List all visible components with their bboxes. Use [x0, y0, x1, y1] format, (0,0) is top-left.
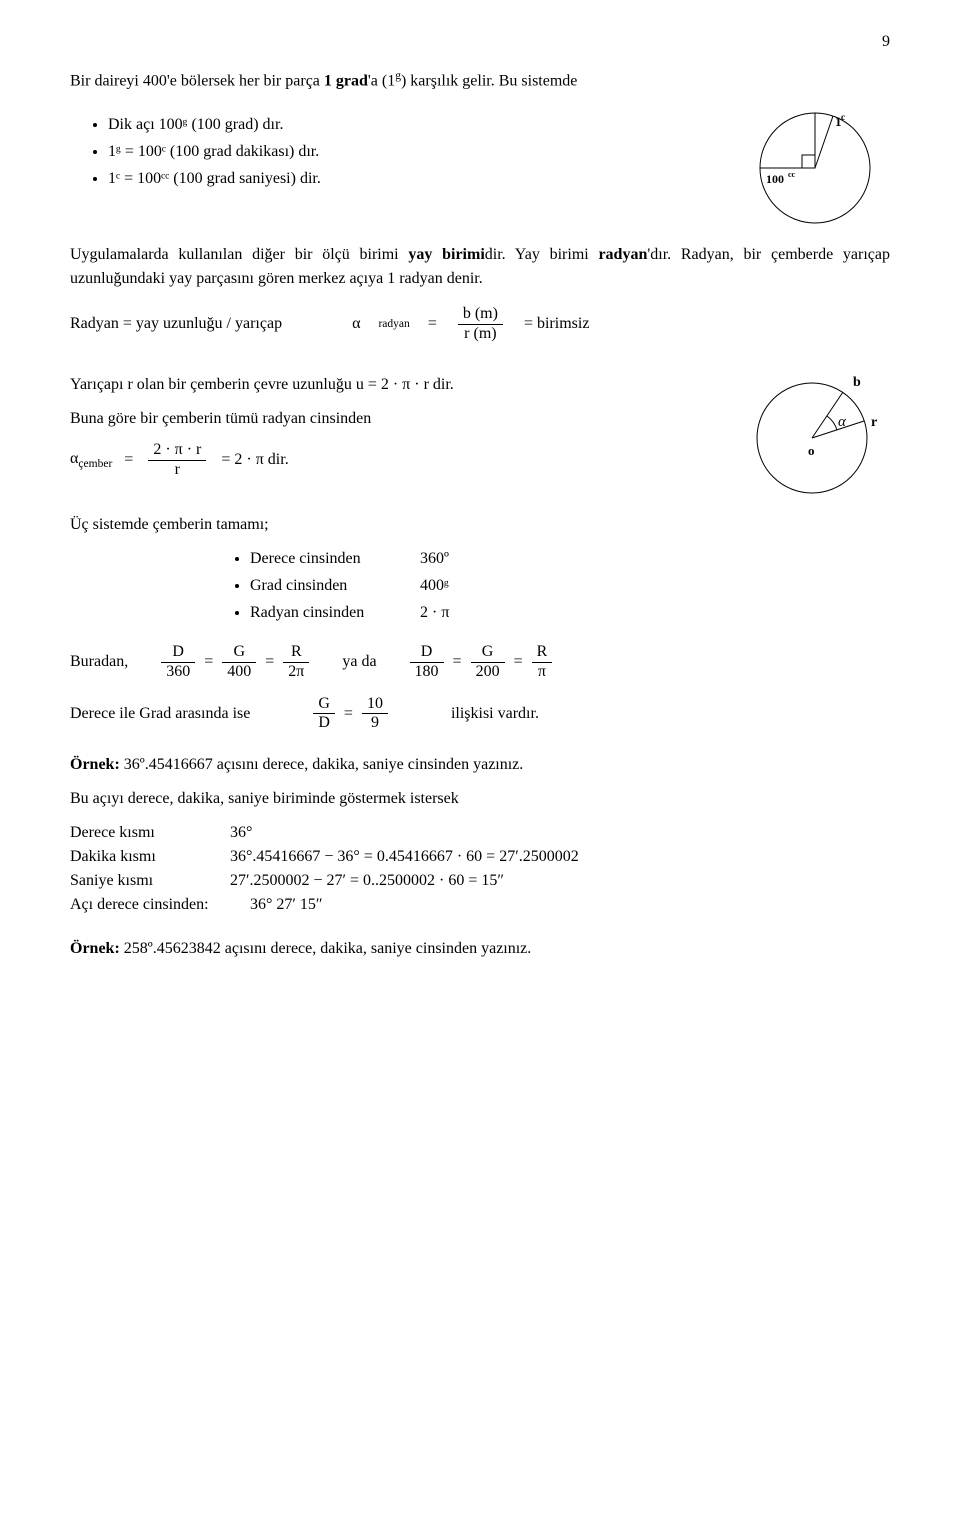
buna-gore-line: Buna göre bir çemberin tümü radyan cinsi…	[70, 407, 710, 431]
intro-paragraph: Bir daireyi 400'e bölersek her bir parça…	[70, 68, 890, 93]
page-number: 9	[70, 30, 890, 54]
radyan-formula: αradyan = b (m) r (m) = birimsiz	[352, 305, 589, 343]
derece-kismi-label: Derece kısmı	[70, 821, 230, 845]
uc-sistem-list: Derece cinsinden360º Grad cinsinden400ᵍ …	[70, 547, 890, 625]
svg-text:c: c	[841, 112, 845, 122]
saniye-kismi-val: 27′.2500002 − 27′ = 0..2500002 · 60 = 15…	[230, 869, 504, 893]
yay-birimi-paragraph: Uygulamalarda kullanılan diğer bir ölçü …	[70, 243, 890, 291]
buradan-row: Buradan, D360 = G400 = R2π ya da D180 = …	[70, 643, 890, 681]
uc-sistem-title: Üç sistemde çemberin tamamı;	[70, 513, 890, 537]
decomposition-block: Derece kısmı36° Dakika kısmı36°.45416667…	[70, 821, 890, 917]
derece-grad-row: Derece ile Grad arasında ise GD = 109 il…	[70, 695, 890, 733]
bullet-grad-dakika: 1ᵍ = 100ᶜ (100 grad dakikası) dır.	[108, 140, 710, 164]
alpha-symbol: α	[352, 312, 360, 336]
label-r: r	[871, 415, 877, 430]
alpha-sub: radyan	[378, 316, 409, 333]
radyan-equation-row: Radyan = yay uzunluğu / yarıçap αradyan …	[70, 305, 890, 343]
li-radyan: Radyan cinsinden2 · π	[250, 601, 890, 625]
dakika-kismi-label: Dakika kısmı	[70, 845, 230, 869]
yada-label: ya da	[342, 650, 376, 674]
frac-den-2: r	[148, 461, 206, 479]
frac-den: r (m)	[458, 325, 503, 343]
grad-definition-row: Dik açı 100ᵍ (100 grad) dır. 1ᵍ = 100ᶜ (…	[70, 103, 890, 233]
grad-circle-figure: 1 c 100 cc	[740, 103, 890, 233]
yaricap-line: Yarıçapı r olan bir çemberin çevre uzunl…	[70, 373, 710, 397]
birimsiz-text: = birimsiz	[524, 312, 589, 336]
ornek-2: Örnek: 258º.45623842 açısını derece, dak…	[70, 937, 890, 961]
radyan-definition-text: Radyan = yay uzunluğu / yarıçap	[70, 312, 282, 336]
svg-text:cc: cc	[788, 170, 796, 179]
bullet-dik-aci: Dik açı 100ᵍ (100 grad) dır.	[108, 113, 710, 137]
derece-grad-label: Derece ile Grad arasında ise	[70, 702, 250, 726]
dakika-kismi-val: 36°.45416667 − 36° = 0.45416667 · 60 = 2…	[230, 845, 579, 869]
ornek-1: Örnek: 36º.45416667 açısını derece, daki…	[70, 753, 890, 777]
aci-sonuc-val: 36° 27′ 15″	[250, 893, 323, 917]
cember-alpha-equation: αçember = 2 · π · r r = 2 · π dir.	[70, 441, 710, 479]
li-grad: Grad cinsinden400ᵍ	[250, 574, 890, 598]
angle-circle-figure: b α r o	[740, 363, 890, 503]
buradan-label: Buradan,	[70, 650, 128, 674]
angle-circle-svg: b α r o	[740, 363, 890, 503]
iliski-text: ilişkisi vardır.	[451, 702, 539, 726]
alpha-sub-2: çember	[78, 458, 112, 470]
aci-sonuc-label: Açı derece cinsinden:	[70, 893, 250, 917]
grad-bullets: Dik açı 100ᵍ (100 grad) dır. 1ᵍ = 100ᶜ (…	[70, 113, 710, 191]
bullet-grad-saniye: 1ᶜ = 100ᶜᶜ (100 grad saniyesi) dir.	[108, 167, 710, 191]
bu-aciyi-line: Bu açıyı derece, dakika, saniye birimind…	[70, 787, 890, 811]
label-alpha: α	[838, 414, 847, 430]
li-derece: Derece cinsinden360º	[250, 547, 890, 571]
label-100cc: 100	[766, 172, 784, 186]
derece-kismi-val: 36°	[230, 821, 252, 845]
frac-num-2: 2 · π · r	[148, 441, 206, 460]
saniye-kismi-label: Saniye kısmı	[70, 869, 230, 893]
label-b: b	[853, 375, 861, 390]
label-o: o	[808, 443, 815, 458]
grad-circle-svg: 1 c 100 cc	[740, 103, 890, 233]
frac-num: b (m)	[458, 305, 503, 324]
eq-rhs-2: = 2 · π dir.	[221, 448, 288, 472]
circle-formula-row: Yarıçapı r olan bir çemberin çevre uzunl…	[70, 363, 890, 503]
